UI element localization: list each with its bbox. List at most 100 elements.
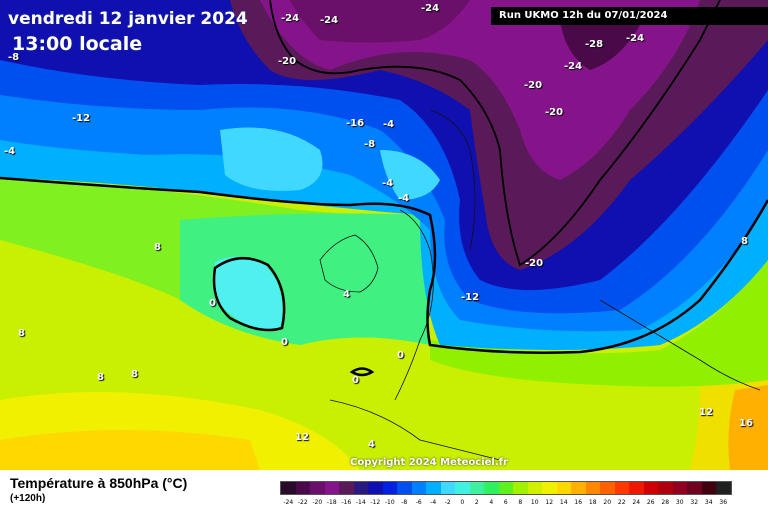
scale-tick-label: 10	[530, 499, 539, 506]
coastline-uk	[319, 234, 379, 293]
forecast-date: vendredi 12 janvier 2024	[8, 9, 248, 29]
scale-swatch	[368, 482, 383, 494]
temperature-map: -24 -24 -24 -24 -28 -24 -20 -20 -20 -20 -16 -12 -12-…	[0, 0, 768, 470]
contour-label: 8	[154, 242, 161, 253]
scale-tick-label: 36	[719, 499, 728, 506]
scale-tick-label: -8	[401, 499, 408, 506]
scale-swatch	[716, 482, 731, 494]
contour-label: -4	[383, 119, 395, 130]
contour-label: -4	[398, 193, 410, 204]
scale-tick-label: 14	[559, 499, 568, 506]
contour-label: 8	[131, 369, 138, 380]
scale-ticks: -24 -22 -20 -18 -16 -14 -12 -10 -8 -6 -4 -2 0 2 4 6 8 10 1…	[280, 499, 760, 511]
contour-label: 8	[97, 372, 104, 383]
contour-label: -24	[320, 15, 339, 26]
scale-tick-label: 24	[632, 499, 641, 506]
scale-swatch	[542, 482, 557, 494]
scale-swatch	[382, 482, 397, 494]
contour-label: 0	[352, 375, 359, 386]
isotherm-zero-small	[349, 367, 375, 377]
forecast-time: 13:00 locale	[12, 33, 143, 55]
contour-label: 0	[281, 337, 288, 348]
isotherm-minus20	[269, 0, 721, 267]
isotherm-zero	[0, 176, 768, 354]
scale-swatch	[324, 482, 339, 494]
field-east-warm	[430, 260, 768, 387]
scale-tick-label: -16	[341, 499, 352, 506]
contour-label: -20	[524, 80, 543, 91]
scale-tick-label: -20	[312, 499, 323, 506]
legend: Température à 850hPa (°C) (+120h) -24 -22…	[0, 470, 768, 512]
contour-label: -24	[421, 3, 440, 14]
scale-swatch	[527, 482, 542, 494]
field-se-16	[728, 385, 768, 470]
scale-tick-label: 0	[460, 499, 465, 506]
contour-label: 12	[295, 432, 309, 443]
scale-swatch	[701, 482, 716, 494]
scale-tick-label: 28	[661, 499, 670, 506]
contour-label: 0	[397, 350, 404, 361]
scale-tick-label: -14	[355, 499, 366, 506]
run-info: Run UKMO 12h du 07/01/2024	[491, 7, 768, 25]
scale-tick-label: -10	[384, 499, 395, 506]
contour-label: -20	[278, 56, 297, 67]
scale-swatch	[643, 482, 658, 494]
contour-label: -20	[525, 258, 544, 269]
scale-tick-label: 6	[503, 499, 508, 506]
scale-swatch	[556, 482, 571, 494]
scale-swatch	[585, 482, 600, 494]
scale-tick-label: 20	[603, 499, 612, 506]
scale-tick-label: 8	[518, 499, 523, 506]
scale-tick-label: 34	[704, 499, 713, 506]
scale-tick-label: 12	[545, 499, 554, 506]
scale-swatch	[339, 482, 354, 494]
coastline-med	[329, 399, 501, 461]
scale-tick-label: 16	[574, 499, 583, 506]
contour-label: -12	[461, 292, 480, 303]
contour-label: -24	[281, 13, 300, 24]
contour-label: 12	[699, 407, 713, 418]
field-patch-2	[380, 150, 440, 200]
legend-subtitle: (+120h)	[10, 493, 46, 504]
scale-tick-label: 22	[617, 499, 626, 506]
scale-swatch	[498, 482, 513, 494]
field-minus28	[560, 16, 640, 70]
scale-tick-label: 26	[646, 499, 655, 506]
color-scale	[280, 481, 732, 495]
copyright: Copyright 2024 Meteociel.fr	[350, 457, 508, 468]
scale-swatch	[513, 482, 528, 494]
scale-swatch	[455, 482, 470, 494]
contour-label: -4	[4, 146, 16, 157]
contour-label: -24	[564, 61, 583, 72]
scale-tick-label: -6	[415, 499, 422, 506]
scale-tick-label: -24	[283, 499, 294, 506]
scale-swatch	[484, 482, 499, 494]
scale-swatch	[426, 482, 441, 494]
coastline-scandinavia	[429, 109, 476, 251]
contour-label: 4	[343, 289, 350, 300]
scale-tick-label: -12	[370, 499, 381, 506]
scale-swatch	[687, 482, 702, 494]
scale-swatch	[571, 482, 586, 494]
scale-tick-label: -22	[297, 499, 308, 506]
scale-swatch	[629, 482, 644, 494]
scale-tick-label: -2	[444, 499, 451, 506]
field-0-atlantic	[215, 256, 283, 332]
contour-label: -28	[585, 39, 604, 50]
scale-swatch	[397, 482, 412, 494]
scale-swatch	[658, 482, 673, 494]
contour-label: -16	[346, 118, 365, 129]
scale-tick-label: 4	[489, 499, 494, 506]
contour-label: 8	[741, 236, 748, 247]
contour-label: -20	[545, 107, 564, 118]
field-minus24	[290, 0, 470, 43]
contour-label: -8	[8, 52, 20, 63]
scale-tick-label: -18	[326, 499, 337, 506]
contour-label: 16	[739, 418, 753, 429]
contour-label: 0	[209, 298, 216, 309]
scale-tick-label: 32	[690, 499, 699, 506]
contour-label: -4	[382, 178, 394, 189]
legend-title: Température à 850hPa (°C)	[10, 475, 188, 491]
scale-swatch	[440, 482, 455, 494]
